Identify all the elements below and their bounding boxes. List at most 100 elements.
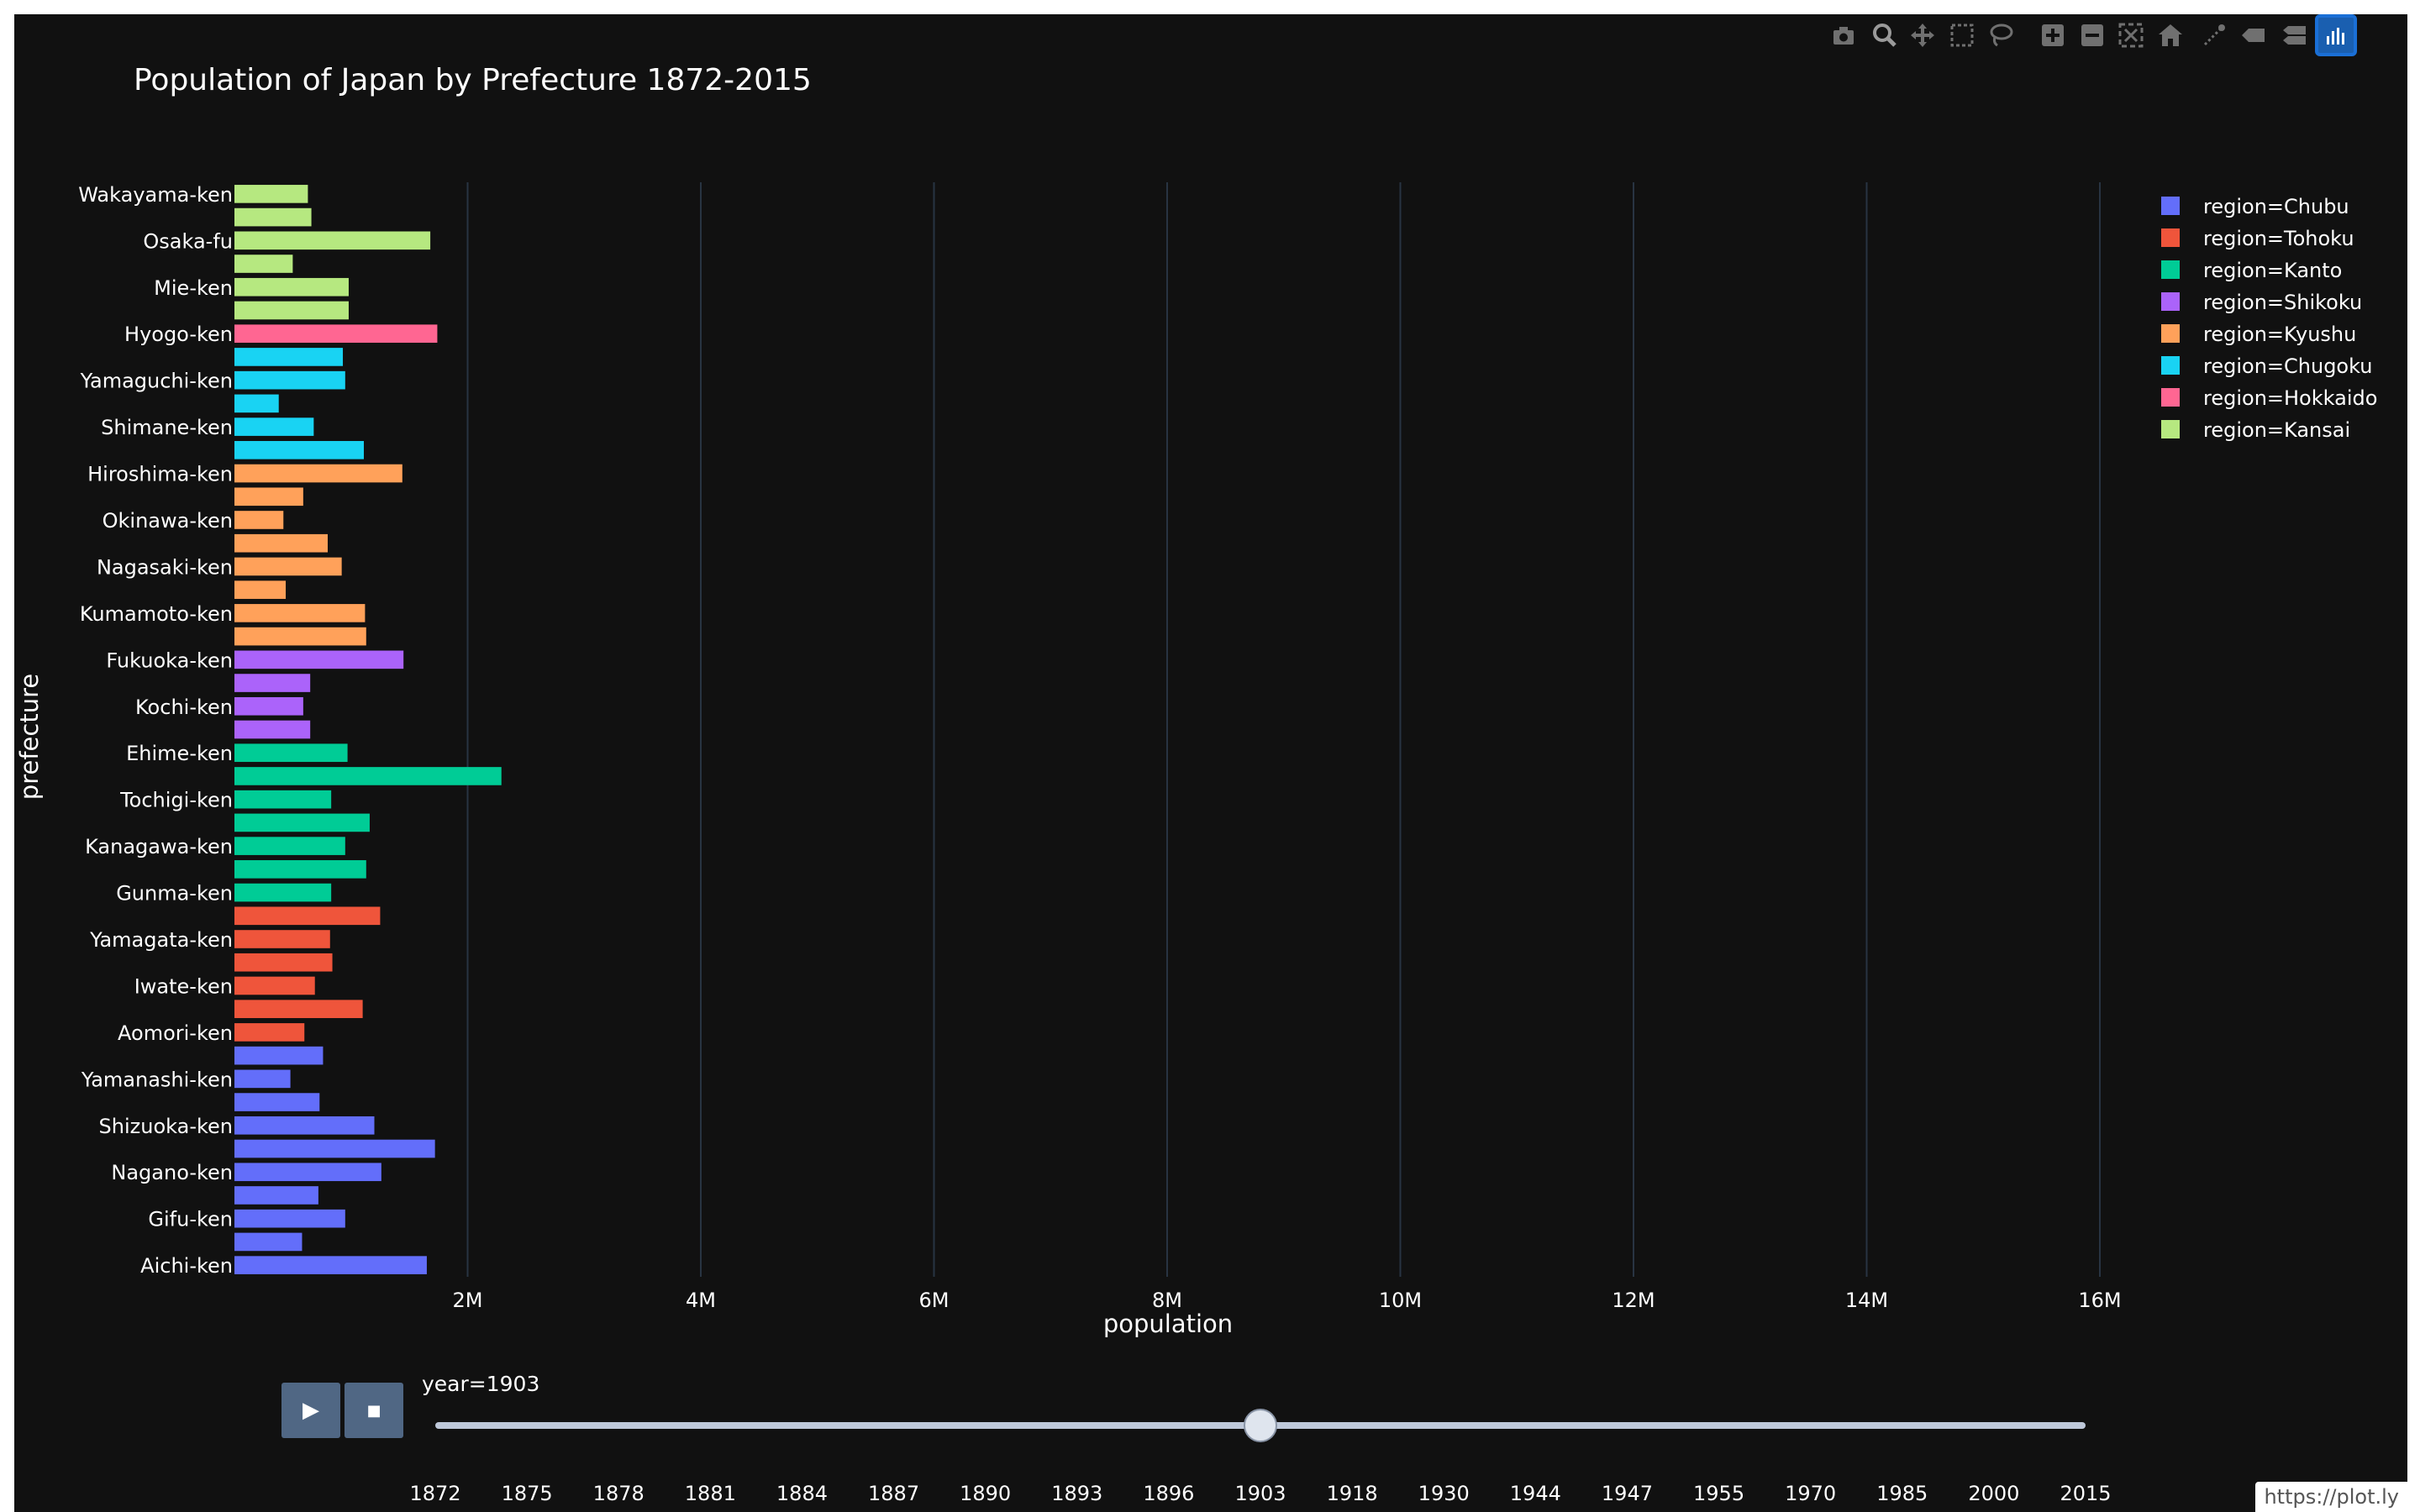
bar[interactable]	[234, 743, 348, 763]
bar[interactable]	[234, 487, 303, 507]
legend-item[interactable]: region=Kanto	[2161, 259, 2342, 282]
slider-tick-label[interactable]: 1955	[1693, 1482, 1745, 1505]
bar[interactable]	[234, 301, 349, 320]
slider-tick-label[interactable]: 1896	[1143, 1482, 1195, 1505]
bar[interactable]	[234, 417, 314, 436]
bar[interactable]	[234, 370, 345, 390]
bar[interactable]	[234, 277, 349, 297]
slider-tick-label[interactable]: 1970	[1785, 1482, 1837, 1505]
bar[interactable]	[234, 1256, 427, 1274]
bar[interactable]	[234, 837, 345, 855]
slider-tick-label[interactable]: 1890	[960, 1482, 1012, 1505]
legend[interactable]: region=Chubu region=Tohoku region=Kanto reg…	[2161, 195, 2377, 442]
slider-tick-label[interactable]: 1887	[868, 1482, 920, 1505]
hover-closest-button[interactable]	[2232, 14, 2274, 56]
bar[interactable]	[234, 533, 328, 553]
zoom-in-button[interactable]	[2032, 14, 2074, 56]
slider-tick-label[interactable]: 1944	[1509, 1482, 1561, 1505]
bar[interactable]	[234, 1093, 320, 1111]
slider-current-label: year=1903	[422, 1372, 540, 1396]
bar[interactable]	[234, 1209, 345, 1228]
bar[interactable]	[234, 860, 366, 879]
slider-tick-label[interactable]: 1884	[776, 1482, 828, 1505]
autoscale-button[interactable]	[2110, 14, 2152, 56]
plotly-link[interactable]: https://plot.ly	[2255, 1482, 2407, 1512]
slider-tick-label[interactable]: 1875	[501, 1482, 553, 1505]
pan-button[interactable]	[1902, 14, 1944, 56]
zoom-out-button[interactable]	[2071, 14, 2113, 56]
slider-tick-label[interactable]: 1985	[1876, 1482, 1928, 1505]
y-tick-label: Yamanashi-ken	[81, 1068, 233, 1091]
bar[interactable]	[234, 1163, 381, 1182]
bar[interactable]	[234, 1023, 305, 1042]
slider-tick-label[interactable]: 1878	[592, 1482, 644, 1505]
legend-item[interactable]: region=Hokkaido	[2161, 386, 2377, 410]
bar[interactable]	[234, 696, 303, 716]
legend-item[interactable]: region=Kyushu	[2161, 323, 2356, 346]
y-tick-label: Fukuoka-ken	[106, 648, 233, 672]
bar[interactable]	[234, 1139, 435, 1158]
slider-tick-label[interactable]: 1893	[1051, 1482, 1103, 1505]
bar[interactable]	[234, 511, 284, 529]
bar[interactable]	[234, 906, 381, 926]
legend-item[interactable]: region=Chugoku	[2161, 354, 2372, 378]
legend-item[interactable]: region=Shikoku	[2161, 291, 2362, 314]
box-select-button[interactable]	[1941, 14, 1983, 56]
legend-item[interactable]: region=Tohoku	[2161, 227, 2354, 250]
bar[interactable]	[234, 1069, 291, 1089]
reset-axes-button[interactable]	[2149, 14, 2191, 56]
spike-lines-button[interactable]	[2193, 14, 2235, 56]
slider-tick-label[interactable]: 1930	[1418, 1482, 1470, 1505]
bar[interactable]	[234, 185, 308, 203]
camera-icon	[1833, 27, 1854, 45]
slider-tick-label[interactable]: 1903	[1234, 1482, 1286, 1505]
bar[interactable]	[234, 604, 366, 622]
chart-title: Population of Japan by Prefecture 1872-2…	[134, 63, 812, 97]
bar[interactable]	[234, 720, 311, 739]
bar[interactable]	[234, 930, 330, 948]
bar[interactable]	[234, 580, 287, 599]
bar[interactable]	[234, 255, 293, 273]
x-tick-label: 16M	[2078, 1289, 2121, 1312]
bar[interactable]	[234, 883, 332, 902]
bar[interactable]	[234, 767, 502, 785]
slider-tick-label[interactable]: 1872	[409, 1482, 461, 1505]
zoom-button[interactable]	[1864, 14, 1906, 56]
bar[interactable]	[234, 1046, 324, 1065]
year-slider-handle[interactable]	[1244, 1409, 1277, 1442]
x-tick-label: 2M	[453, 1289, 483, 1312]
legend-item[interactable]: region=Kansai	[2161, 418, 2350, 442]
bar[interactable]	[234, 953, 333, 972]
stop-icon: ■	[366, 1401, 381, 1420]
slider-tick-label[interactable]: 2000	[1968, 1482, 2020, 1505]
bar[interactable]	[234, 1000, 363, 1018]
bar[interactable]	[234, 650, 404, 669]
camera-button[interactable]	[1823, 14, 1865, 56]
bar[interactable]	[234, 441, 365, 459]
bar[interactable]	[234, 976, 315, 995]
bar[interactable]	[234, 394, 279, 413]
bar[interactable]	[234, 1186, 318, 1205]
lasso-select-button[interactable]	[1980, 14, 2022, 56]
stop-button[interactable]: ■	[345, 1383, 403, 1438]
bar[interactable]	[234, 231, 431, 250]
slider-tick-label[interactable]: 1918	[1326, 1482, 1378, 1505]
plotly-logo-button[interactable]	[2315, 14, 2357, 56]
bar[interactable]	[234, 1116, 375, 1135]
bar[interactable]	[234, 813, 370, 832]
legend-item[interactable]: region=Chubu	[2161, 195, 2349, 218]
slider-tick-label[interactable]: 2015	[2060, 1482, 2112, 1505]
hover-compare-button[interactable]	[2273, 14, 2315, 56]
slider-tick-label[interactable]: 1947	[1601, 1482, 1653, 1505]
bar[interactable]	[234, 464, 402, 483]
play-button[interactable]: ▶	[281, 1383, 340, 1438]
bar[interactable]	[234, 790, 332, 809]
bar[interactable]	[234, 207, 312, 227]
bar[interactable]	[234, 627, 366, 646]
bar[interactable]	[234, 674, 311, 692]
bar[interactable]	[234, 324, 438, 344]
bar[interactable]	[234, 348, 344, 366]
bar[interactable]	[234, 1232, 302, 1252]
bar[interactable]	[234, 557, 342, 576]
slider-tick-label[interactable]: 1881	[684, 1482, 736, 1505]
